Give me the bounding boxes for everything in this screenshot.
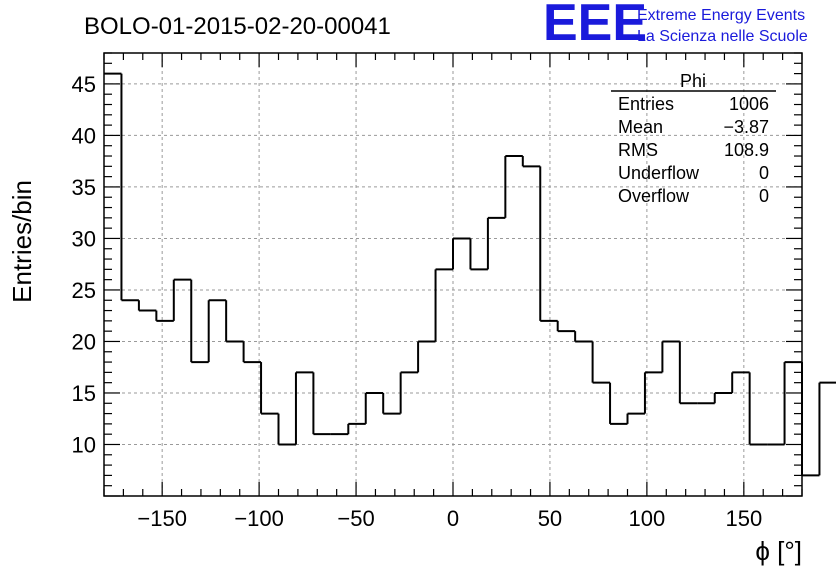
histogram-bin xyxy=(626,412,645,424)
histogram-bin xyxy=(364,391,384,424)
histogram-bin xyxy=(748,372,768,446)
x-tick-label: −100 xyxy=(234,506,284,531)
histogram-bin xyxy=(643,371,663,414)
histogram-bin xyxy=(312,372,331,436)
histogram-bin xyxy=(609,382,628,425)
histogram-bin xyxy=(225,300,244,343)
x-tick-label: −150 xyxy=(137,506,187,531)
histogram-bin xyxy=(137,300,157,312)
y-tick-label: 40 xyxy=(72,123,96,148)
histogram-bin xyxy=(591,341,611,384)
x-tick-label: 0 xyxy=(447,506,459,531)
eee-logo: EEE Extreme Energy Events La Scienza nel… xyxy=(543,0,808,52)
stats-row: Mean −3.87 xyxy=(618,117,769,137)
stats-row-value: 1006 xyxy=(729,94,769,114)
histogram-bin xyxy=(434,268,453,342)
y-tick-label: 10 xyxy=(72,432,96,457)
stats-row-label: RMS xyxy=(618,140,658,160)
y-axis-title: Entries/bin xyxy=(7,180,37,303)
stats-row-label: Overflow xyxy=(618,186,690,206)
histogram-bin xyxy=(294,371,314,445)
histogram-bin xyxy=(190,279,209,364)
run-title: BOLO-01-2015-02-20-00041 xyxy=(84,13,391,40)
stats-row: Overflow 0 xyxy=(618,186,769,206)
axis-ticks xyxy=(103,52,803,497)
histogram-bin xyxy=(399,371,419,414)
tick-labels: −150 −100 −50 0 50 100 150 10 15 20 25 30 35 40 45 xyxy=(72,72,763,531)
histogram-bin xyxy=(504,155,523,218)
stats-row-value: 108.9 xyxy=(724,140,769,160)
histogram-bin xyxy=(382,392,401,415)
histogram-bin xyxy=(801,362,820,477)
histogram-bin xyxy=(556,320,576,333)
histogram-bin xyxy=(452,237,471,270)
y-tick-label: 30 xyxy=(72,226,96,251)
histogram-bin xyxy=(260,362,279,415)
histogram-bin xyxy=(120,73,139,302)
histogram-bin xyxy=(347,422,366,435)
stats-box: Phi Entries 1006 Mean −3.87 RMS 108.9 Underflo… xyxy=(611,71,776,206)
histogram-bin xyxy=(207,299,227,363)
histogram-bin xyxy=(417,340,436,373)
histogram-bin xyxy=(818,381,836,476)
stats-row: Underflow 0 xyxy=(618,163,769,183)
stats-row-label: Underflow xyxy=(618,163,700,183)
histogram-bin xyxy=(661,340,680,373)
x-axis-title: ϕ [°] xyxy=(755,536,802,566)
x-tick-label: 150 xyxy=(725,506,762,531)
histogram-bin xyxy=(713,391,733,404)
histogram-bin xyxy=(155,310,174,322)
histogram-bin xyxy=(678,341,698,405)
histogram-bin xyxy=(242,341,262,364)
histogram-bin xyxy=(731,371,750,393)
y-tick-label: 15 xyxy=(72,381,96,406)
histogram-bin xyxy=(539,166,558,322)
y-tick-label: 35 xyxy=(72,175,96,200)
stats-row: Entries 1006 xyxy=(618,94,769,114)
stats-row: RMS 108.9 xyxy=(618,140,769,160)
stats-title: Phi xyxy=(680,71,706,91)
stats-row-value: 0 xyxy=(759,163,769,183)
logo-line-2: La Scienza nelle Scuole xyxy=(637,28,808,45)
stats-row-value: −3.87 xyxy=(723,117,769,137)
y-tick-label: 45 xyxy=(72,72,96,97)
x-tick-label: 50 xyxy=(538,506,562,531)
x-tick-label: 100 xyxy=(629,506,666,531)
logo-line-1: Extreme Energy Events xyxy=(637,7,805,24)
histogram-bin xyxy=(172,278,192,321)
logo-mark: EEE xyxy=(543,0,647,52)
y-tick-label: 25 xyxy=(72,278,96,303)
stats-row-label: Entries xyxy=(618,94,674,114)
histogram-bin xyxy=(277,413,296,446)
grid-layer xyxy=(104,53,802,496)
histogram-bin xyxy=(469,238,488,271)
histogram-bin xyxy=(486,216,506,270)
y-tick-label: 20 xyxy=(72,329,96,354)
x-tick-label: −50 xyxy=(337,506,374,531)
stats-row-value: 0 xyxy=(759,186,769,206)
histogram-bin xyxy=(521,156,541,168)
histogram-bin xyxy=(574,331,593,343)
stats-row-label: Mean xyxy=(618,117,663,137)
